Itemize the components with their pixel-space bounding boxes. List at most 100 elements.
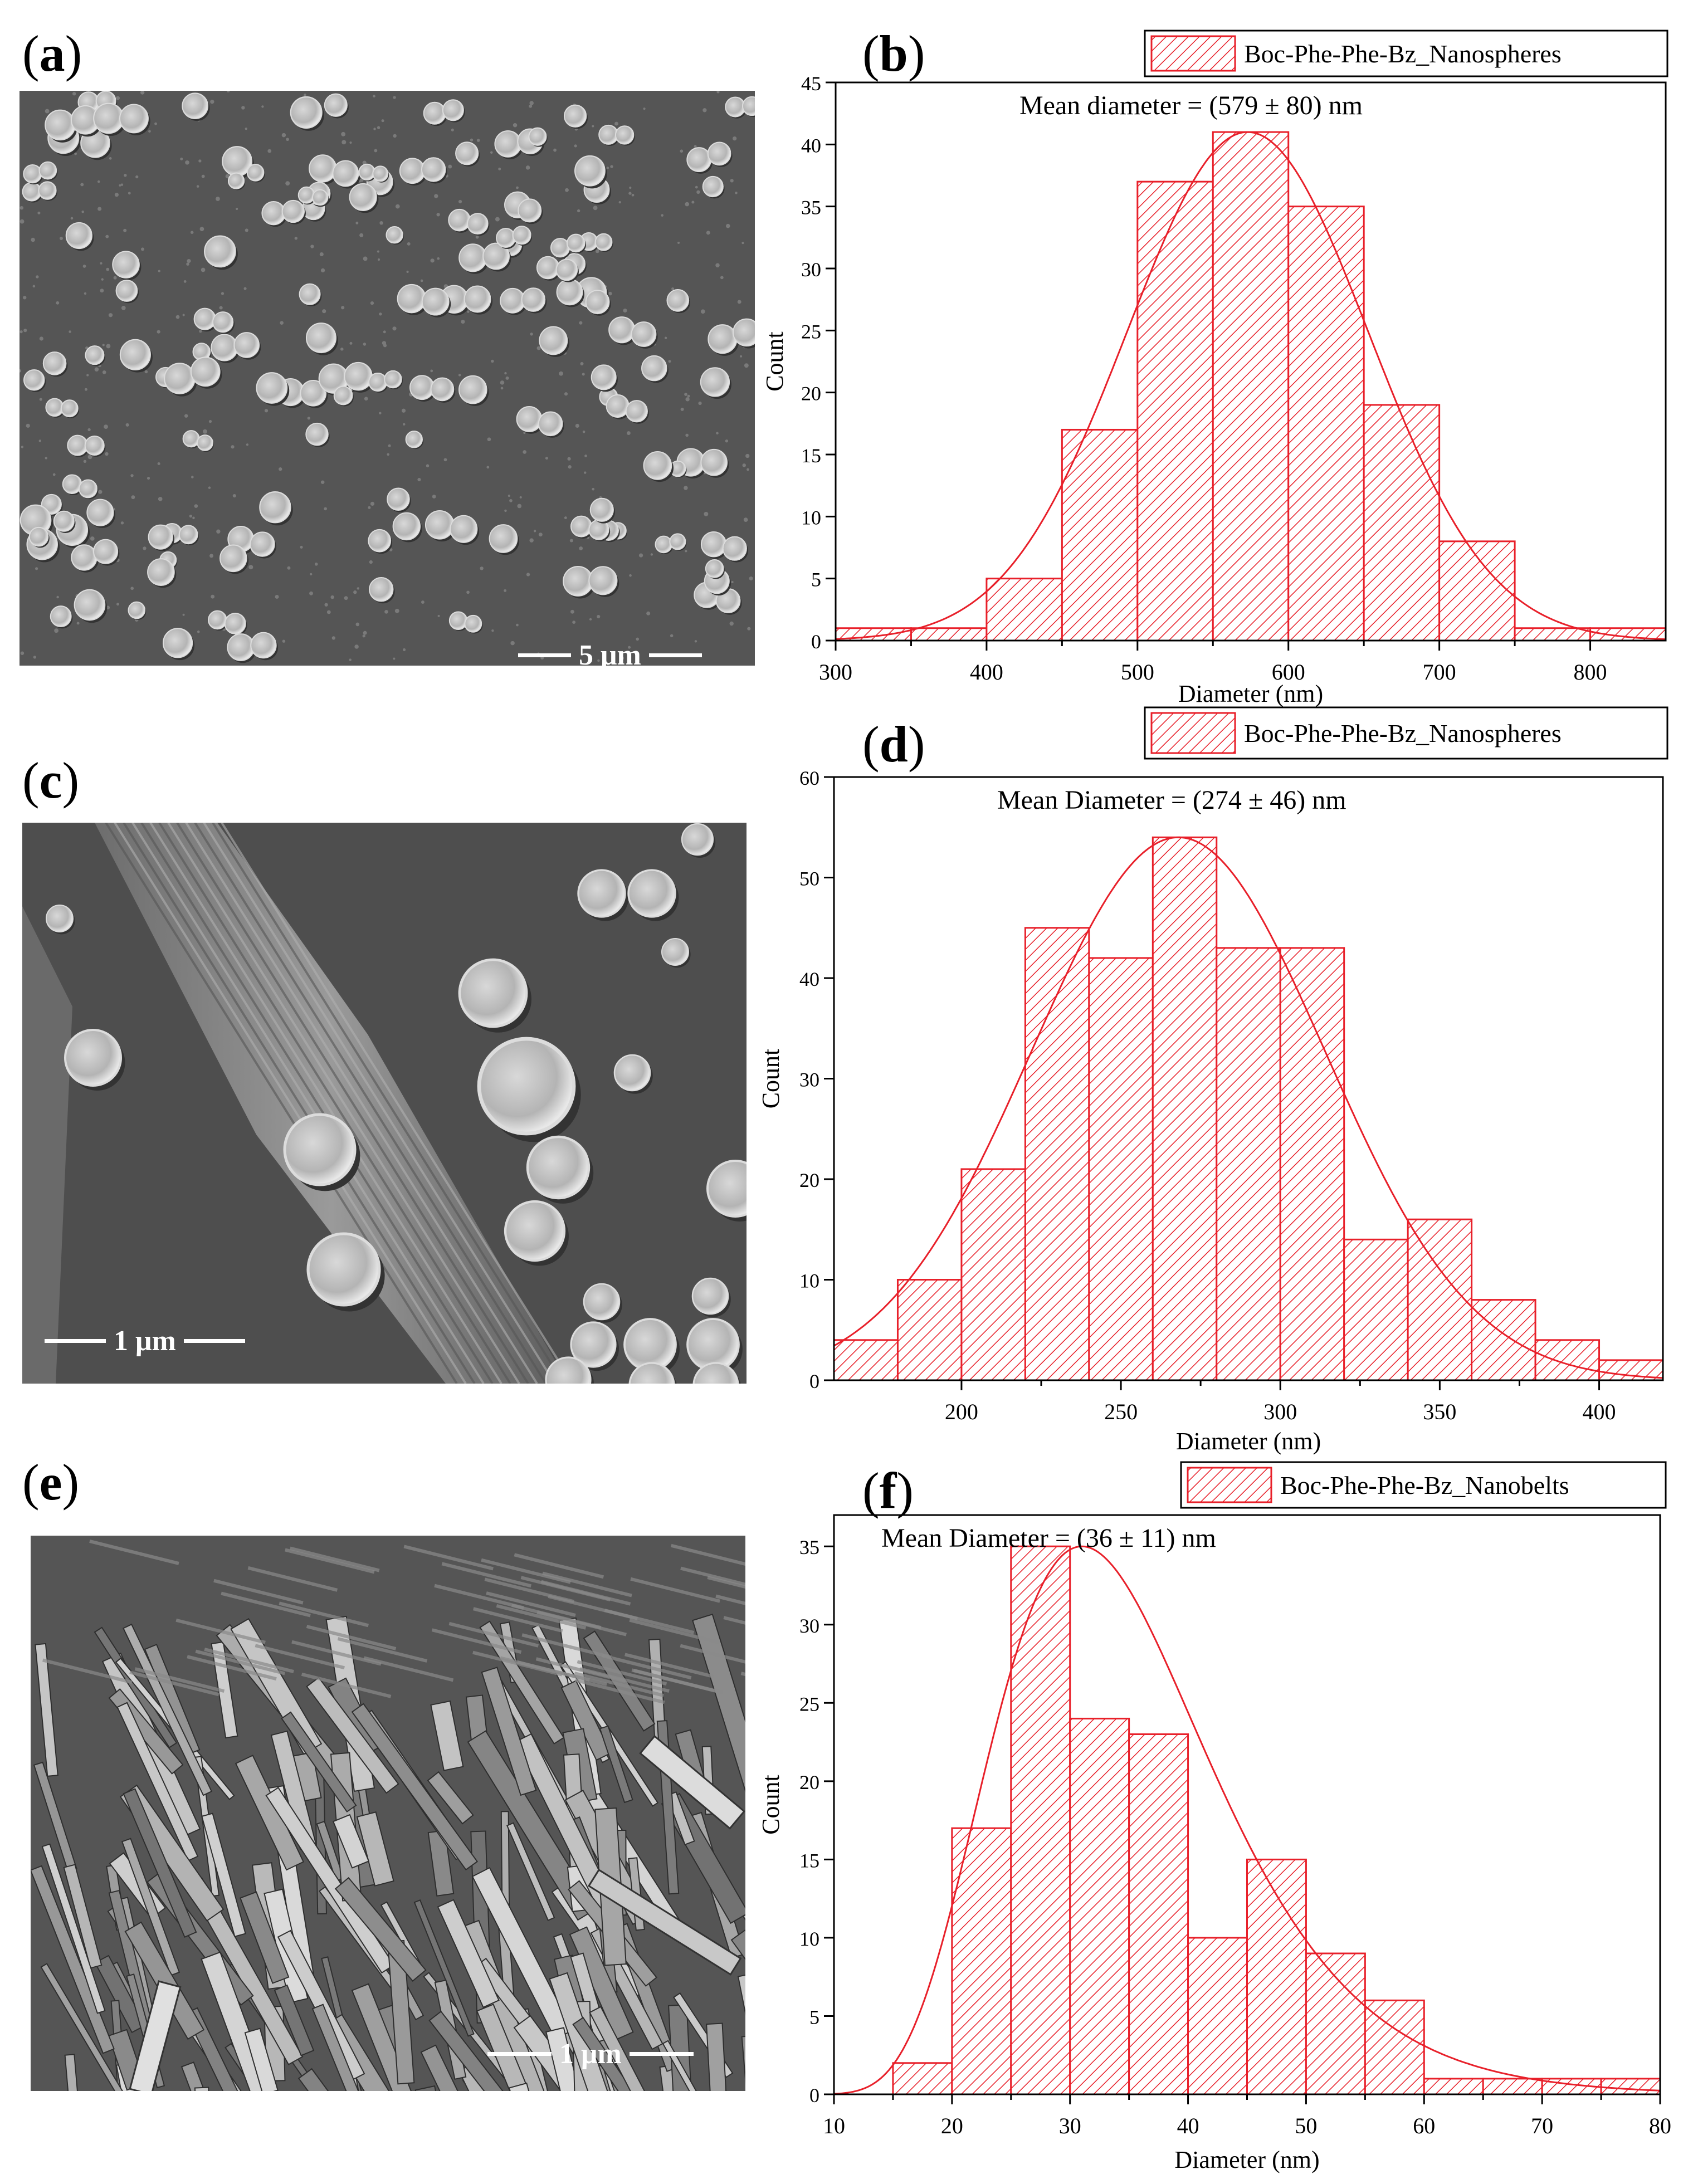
nanosphere xyxy=(421,287,450,316)
nanosphere xyxy=(79,479,97,499)
background-speck xyxy=(309,591,313,595)
background-speck xyxy=(584,455,587,457)
background-speck xyxy=(545,457,548,460)
nanobelt xyxy=(63,1864,103,1969)
background-speck xyxy=(582,430,586,433)
nanosphere xyxy=(324,93,348,117)
background-speck xyxy=(113,276,117,280)
nanosphere xyxy=(281,199,305,223)
background-speck xyxy=(310,245,314,248)
y-tick-label: 50 xyxy=(799,868,819,890)
fiber-striation xyxy=(131,823,485,1384)
nanobelt-streak xyxy=(521,1633,612,1659)
background-speck xyxy=(495,217,500,222)
nanobelt xyxy=(121,1838,180,1976)
nanobelt xyxy=(281,1711,357,1813)
nanobelt xyxy=(692,1613,745,1793)
nanobelt xyxy=(311,2004,383,2091)
x-tick-label: 600 xyxy=(1272,659,1305,685)
nanobelt-streak xyxy=(291,1640,382,1666)
histogram-bar xyxy=(1305,1952,1366,2095)
nanobelt-streak xyxy=(574,1672,665,1697)
background-speck xyxy=(706,231,710,235)
background-speck xyxy=(201,174,205,178)
background-speck xyxy=(731,580,734,583)
nanosphere xyxy=(526,1135,591,1200)
nanosphere xyxy=(577,869,626,918)
nanosphere xyxy=(368,529,392,553)
background-speck xyxy=(275,594,279,599)
fiber-striation xyxy=(149,823,502,1384)
nanosphere xyxy=(86,499,114,526)
background-speck xyxy=(87,455,92,460)
background-speck xyxy=(108,313,113,317)
background-speck xyxy=(84,388,87,391)
background-speck xyxy=(504,589,507,592)
background-speck xyxy=(498,167,501,170)
background-speck xyxy=(610,165,613,168)
histogram-bar xyxy=(1187,1937,1248,2095)
nanosphere xyxy=(692,1362,739,1384)
panel-letter-c: (c) xyxy=(22,752,80,809)
background-speck xyxy=(716,91,720,94)
nanobelt xyxy=(240,1891,290,1984)
nanosphere xyxy=(574,155,606,187)
y-tick-label: 25 xyxy=(799,1693,819,1715)
nanobelt xyxy=(94,1955,147,2034)
background-speck xyxy=(364,397,368,401)
scale-bar-c-label: 1 μm xyxy=(114,1325,176,1357)
nanobelt-streak xyxy=(671,1543,745,1566)
nanobelt xyxy=(428,2010,512,2091)
background-speck xyxy=(743,517,748,522)
background-speck xyxy=(631,193,635,197)
background-speck xyxy=(192,516,195,520)
background-speck xyxy=(466,590,470,594)
x-tick-label: 400 xyxy=(1583,1399,1616,1424)
y-axis-label: Count xyxy=(757,1775,784,1835)
nanobelt-streak xyxy=(301,1672,392,1698)
nanosphere xyxy=(591,364,617,390)
background-speck xyxy=(80,183,84,187)
background-speck xyxy=(745,453,750,458)
nanobelt xyxy=(40,1963,127,2091)
x-tick-label: 250 xyxy=(1104,1399,1138,1424)
background-speck xyxy=(694,640,697,643)
background-speck xyxy=(330,595,334,599)
background-speck xyxy=(720,276,724,280)
histogram-bar xyxy=(1423,2078,1484,2095)
nanobelt-streak xyxy=(247,1566,338,1592)
background-speck xyxy=(393,96,396,99)
nanobelt-streak xyxy=(542,1571,632,1597)
background-speck xyxy=(31,237,35,242)
background-speck xyxy=(368,506,371,509)
nanosphere xyxy=(305,422,329,446)
background-speck xyxy=(359,233,364,237)
histogram-bar xyxy=(1136,180,1214,642)
background-speck xyxy=(310,573,313,576)
y-tick-label: 20 xyxy=(799,1169,819,1191)
background-speck xyxy=(677,241,680,244)
background-speck xyxy=(702,108,707,113)
sem-image-a-graphic xyxy=(19,91,755,663)
background-speck xyxy=(628,646,631,649)
nanosphere xyxy=(705,559,724,578)
background-speck xyxy=(490,151,493,154)
nanosphere xyxy=(702,175,724,198)
nanobelt-streak xyxy=(285,1548,375,1574)
nanobelt-streak xyxy=(481,1558,571,1584)
background-speck xyxy=(593,206,598,211)
nanosphere xyxy=(387,487,410,511)
panel-letter-d: (d) xyxy=(862,716,925,773)
background-speck xyxy=(105,452,109,456)
background-speck xyxy=(394,608,399,613)
x-tick-label: 700 xyxy=(1423,659,1456,685)
nanosphere xyxy=(204,235,236,268)
background-speck xyxy=(39,336,43,341)
background-speck xyxy=(19,330,23,334)
background-speck xyxy=(579,321,583,325)
histogram-bar xyxy=(1287,206,1365,642)
y-tick-label: 5 xyxy=(809,2006,819,2028)
legend-label: Boc-Phe-Phe-Bz_Nanobelts xyxy=(1280,1471,1569,1499)
nanobelt xyxy=(662,2040,745,2091)
background-speck xyxy=(582,373,585,376)
